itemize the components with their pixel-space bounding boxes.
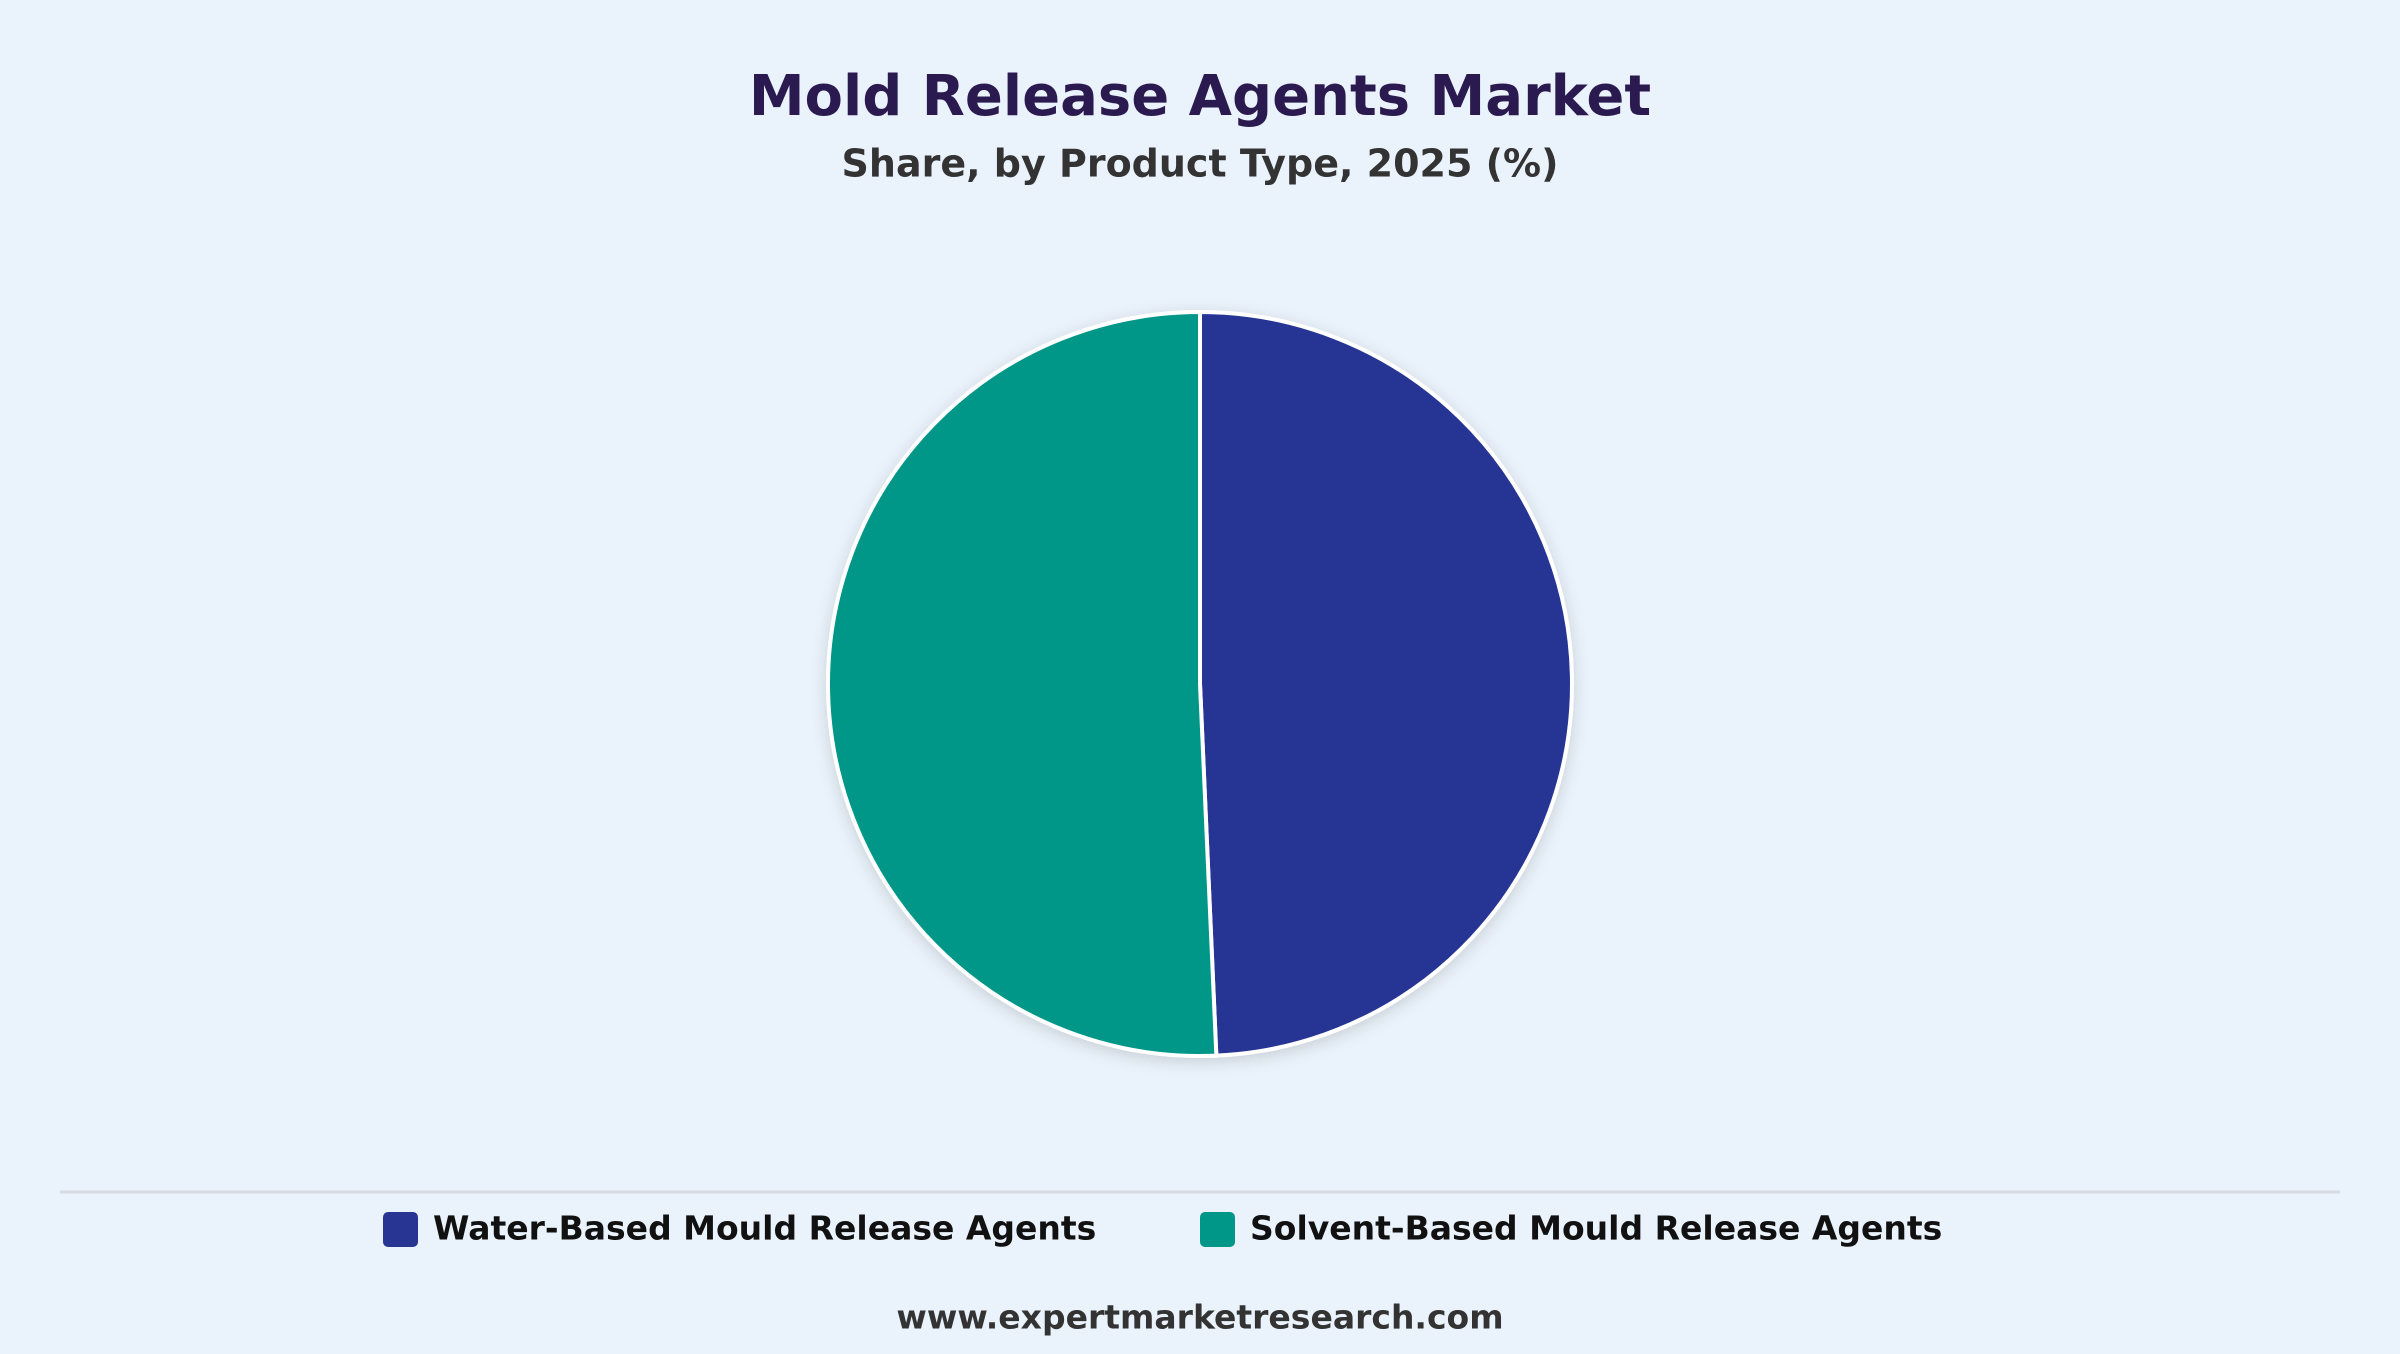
pie [826,309,1574,1058]
chart-title: Mold Release Agents Market [749,64,1651,129]
legend-swatch [1200,1212,1235,1247]
legend: Water-Based Mould Release Agents Solvent-… [383,1209,1942,1248]
source: www.expertmarketresearch.com [896,1298,1503,1337]
chart-subtitle: Share, by Product Type, 2025 (%) [842,142,1559,186]
legend-label: Solvent-Based Mould Release Agents [1250,1209,1942,1248]
pie-slice [1198,309,1574,1058]
pie-slice [826,309,1219,1058]
legend-swatch [383,1212,418,1247]
legend-label: Water-Based Mould Release Agents [433,1209,1096,1248]
